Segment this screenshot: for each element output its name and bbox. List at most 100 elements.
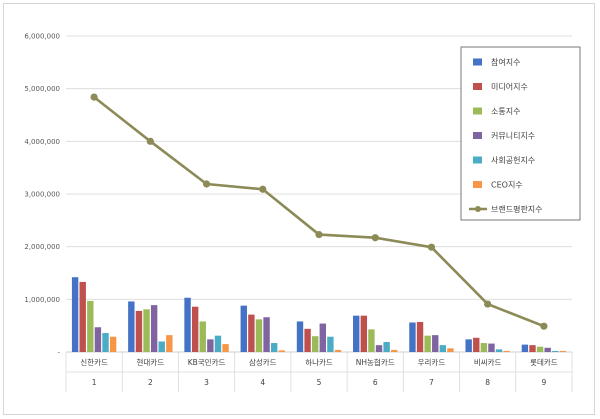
bar	[270, 343, 278, 352]
bar	[503, 350, 510, 352]
bar	[473, 337, 480, 352]
bar	[94, 327, 102, 352]
category-label: 현대카드	[137, 358, 165, 367]
category-number-label: 9	[541, 378, 546, 387]
bar	[424, 335, 431, 352]
y-tick-label: 4,000,000	[24, 138, 60, 146]
category-label: 우리카드	[418, 358, 446, 367]
line-point	[484, 300, 492, 308]
bar	[416, 321, 424, 352]
bar	[150, 305, 158, 352]
bar	[222, 344, 229, 352]
bar	[409, 322, 416, 352]
legend-swatch	[473, 83, 482, 90]
line-point	[146, 137, 154, 145]
line-point	[371, 234, 379, 242]
bar	[559, 350, 567, 352]
bar	[158, 341, 165, 352]
legend-label: 브랜드평판지수	[491, 204, 543, 214]
bar	[432, 335, 439, 352]
bar	[304, 328, 311, 352]
brand-reputation-chart: - 1,000,000 2,000,000 3,000,000 4,000,000 5,0…	[24, 33, 581, 392]
legend-label: 커뮤니티지수	[491, 131, 535, 141]
bar	[79, 281, 86, 352]
bar	[536, 346, 544, 352]
line-point	[259, 185, 267, 193]
line-point	[202, 180, 211, 188]
bar	[135, 310, 143, 352]
bar	[184, 297, 191, 352]
bar	[312, 336, 319, 352]
line-point	[315, 230, 323, 239]
legend-label: 사회공헌지수	[491, 156, 535, 165]
bar	[296, 321, 304, 352]
y-tick-label: 5,000,000	[24, 85, 60, 93]
bar	[255, 319, 263, 352]
category-number-label: 6	[373, 378, 378, 387]
category-label: 롯데카드	[530, 358, 558, 367]
bar	[552, 350, 559, 352]
category-label: 신한카드	[80, 358, 108, 367]
bar	[248, 314, 255, 352]
bar	[109, 336, 117, 352]
bar	[360, 315, 368, 352]
category-number-label: 3	[204, 378, 209, 387]
legend-label: 소통지수	[491, 107, 520, 116]
bar	[143, 309, 150, 352]
bar	[327, 336, 334, 352]
bar	[166, 335, 173, 352]
category-label: NH농협카드	[356, 357, 395, 367]
bar	[480, 343, 488, 352]
bar	[334, 349, 342, 352]
bar	[128, 301, 135, 352]
line-point	[540, 322, 548, 330]
bar	[353, 315, 360, 352]
bar	[368, 329, 375, 352]
bar	[521, 344, 529, 352]
bar	[529, 345, 536, 352]
category-number-label: 5	[317, 378, 322, 387]
chart-frame: - 1,000,000 2,000,000 3,000,000 4,000,000 5,0…	[3, 3, 595, 415]
category-label: 하나카드	[305, 357, 333, 367]
category-label: 비씨카드	[474, 358, 502, 367]
y-tick-label: -	[57, 349, 60, 357]
legend-point-swatch	[475, 206, 481, 212]
bar	[191, 306, 199, 352]
category-number-label: 7	[429, 378, 434, 387]
y-tick-label: 1,000,000	[24, 296, 60, 304]
legend-label: 참여지수	[491, 57, 520, 67]
y-tick-label: 3,000,000	[24, 191, 60, 199]
legend-swatch	[473, 132, 482, 139]
bar	[102, 333, 109, 352]
legend-label: 미디어지수	[491, 82, 528, 92]
category-label: 삼성카드	[249, 357, 277, 367]
bar	[375, 345, 383, 352]
legend-swatch	[473, 58, 482, 66]
category-number-label: 1	[92, 378, 97, 387]
line-point	[427, 243, 436, 251]
bar	[383, 341, 390, 352]
line-point	[90, 93, 98, 101]
bar	[87, 300, 94, 352]
bar	[544, 347, 551, 352]
bar	[71, 277, 79, 352]
bar	[495, 349, 503, 352]
category-number-label: 8	[485, 378, 490, 387]
bar	[207, 339, 214, 352]
legend-label: CEO지수	[491, 181, 523, 190]
category-number-label: 2	[148, 378, 153, 387]
bar	[263, 317, 270, 352]
bar	[240, 305, 247, 352]
legend-swatch	[473, 181, 482, 188]
bar	[319, 323, 326, 352]
y-tick-label: 2,000,000	[24, 243, 60, 251]
category-number-label: 4	[260, 378, 265, 387]
bar	[278, 350, 285, 352]
legend-swatch	[473, 107, 482, 115]
category-label: KB국민카드	[188, 357, 226, 367]
bar	[488, 343, 495, 352]
bar	[439, 345, 447, 352]
y-tick-label: 6,000,000	[24, 33, 60, 41]
bar	[447, 348, 454, 352]
legend-swatch	[473, 156, 482, 164]
